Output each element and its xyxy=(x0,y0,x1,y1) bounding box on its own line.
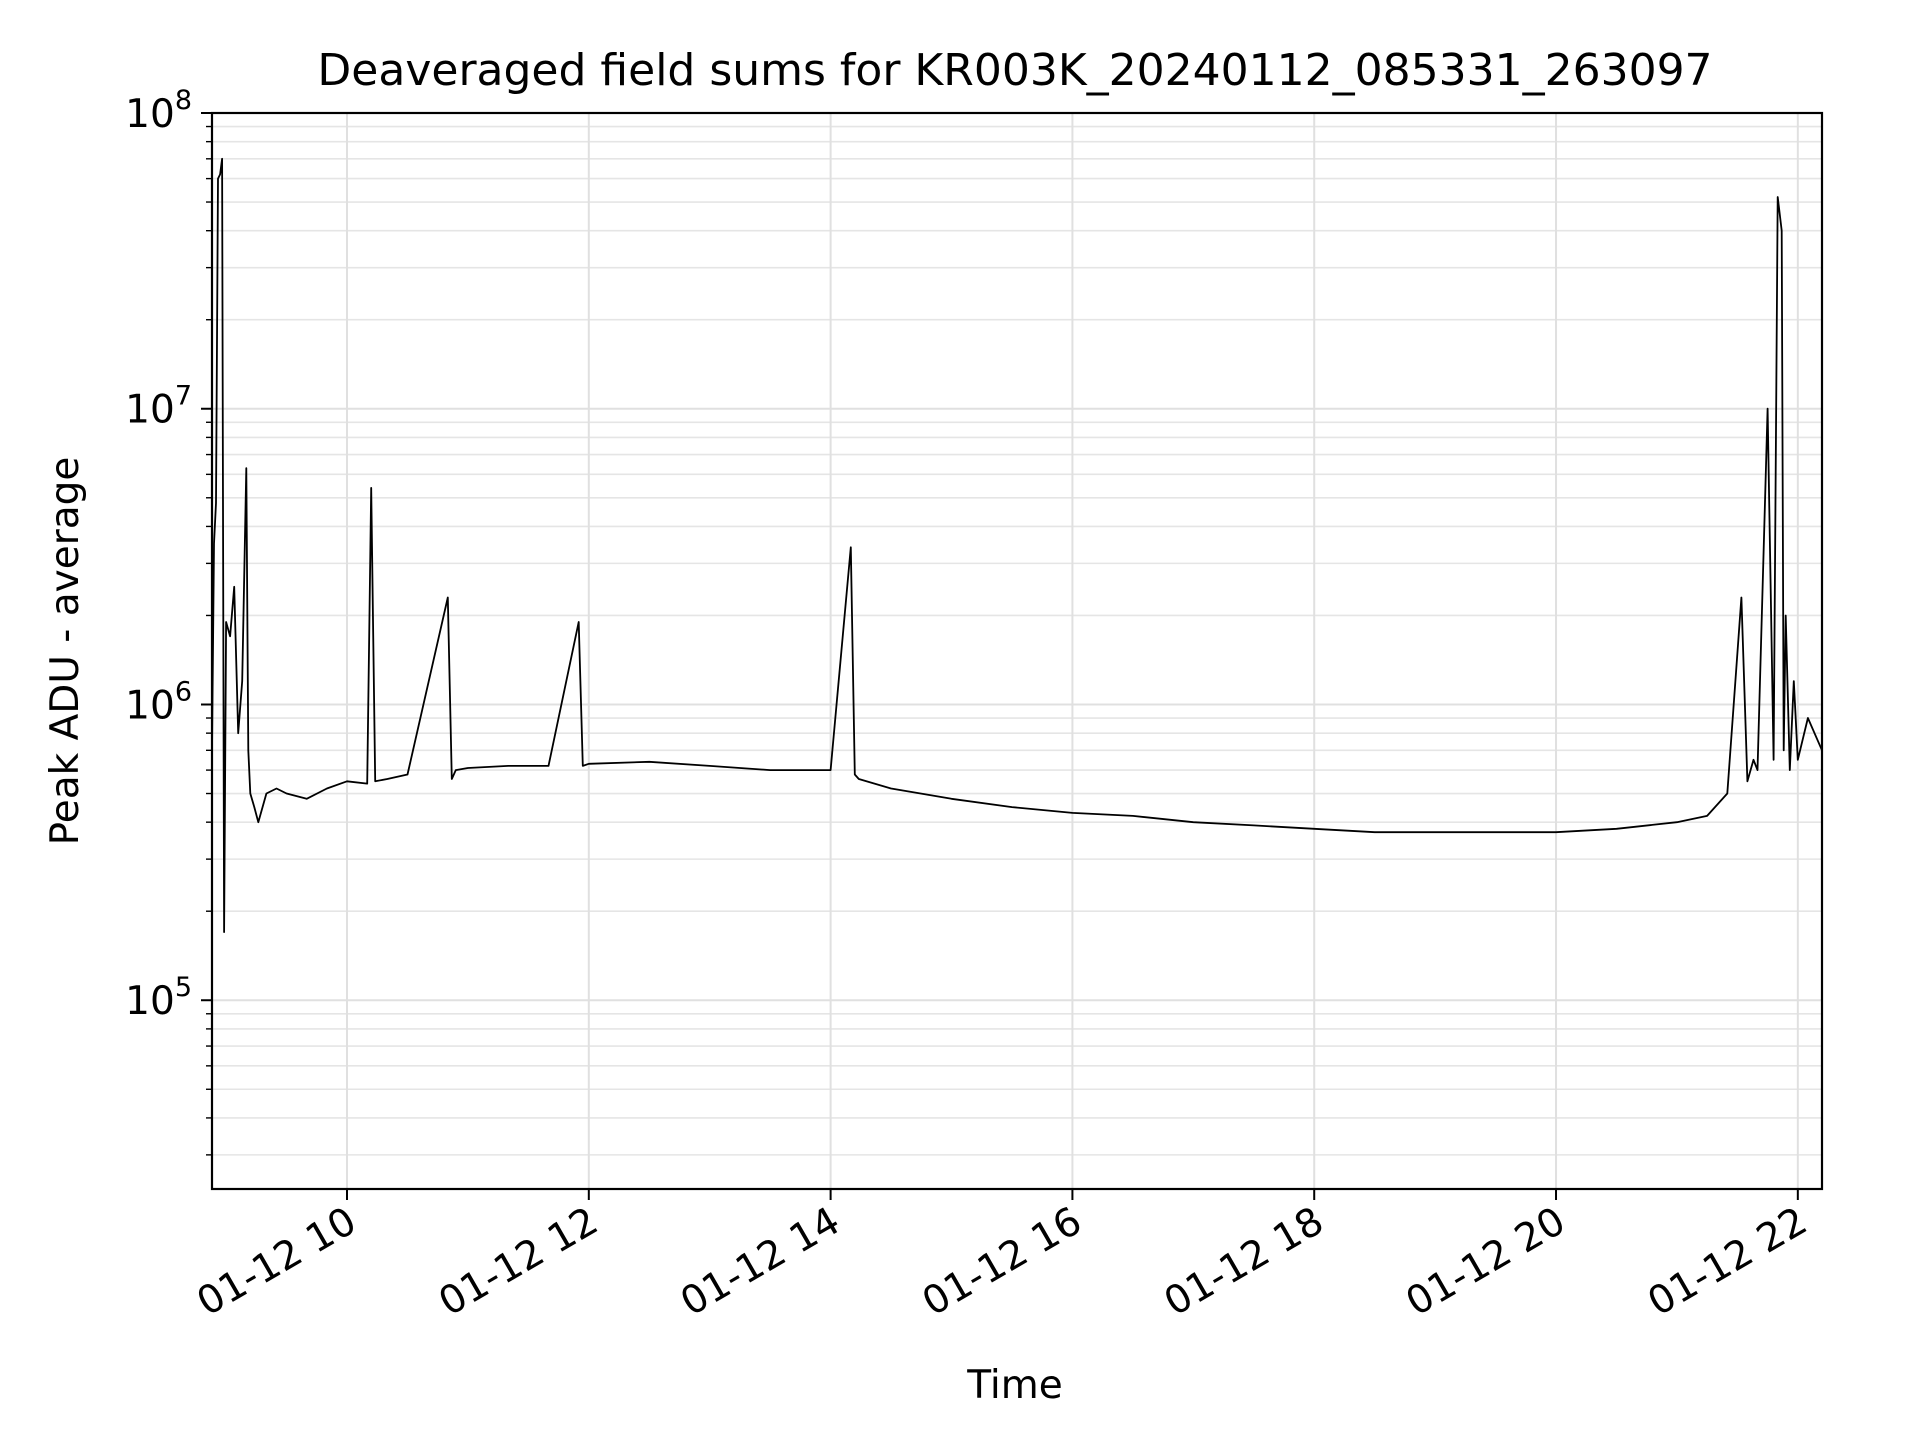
x-axis-label: Time xyxy=(966,1363,1062,1408)
chart-title: Deaveraged field sums for KR003K_2024011… xyxy=(317,45,1712,96)
y-axis: 105 106 107 108 xyxy=(125,85,212,1156)
y-tick-label: 108 xyxy=(125,85,192,137)
y-axis-label: Peak ADU - average xyxy=(43,457,88,846)
plot-area xyxy=(212,113,1822,1189)
series-group xyxy=(211,157,1823,933)
series-line xyxy=(211,157,1823,933)
y-tick-label: 106 xyxy=(125,676,192,728)
plot-frame xyxy=(210,111,1824,1191)
minor-grid xyxy=(212,125,1822,1156)
y-tick-label: 107 xyxy=(125,381,192,433)
y-tick-label: 105 xyxy=(125,972,192,1024)
